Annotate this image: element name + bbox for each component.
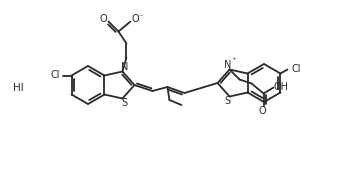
Text: HI: HI [13,83,24,93]
Text: N: N [121,61,128,71]
Text: ⁺: ⁺ [231,56,236,65]
Text: ⁻: ⁻ [138,12,143,21]
Text: N: N [224,59,231,70]
Text: OH: OH [273,82,288,92]
Text: O: O [100,14,107,24]
Text: S: S [225,96,231,106]
Text: Cl: Cl [51,70,60,80]
Text: S: S [121,99,127,108]
Text: Cl: Cl [292,64,301,74]
Text: O: O [132,14,139,24]
Text: O: O [259,105,266,115]
